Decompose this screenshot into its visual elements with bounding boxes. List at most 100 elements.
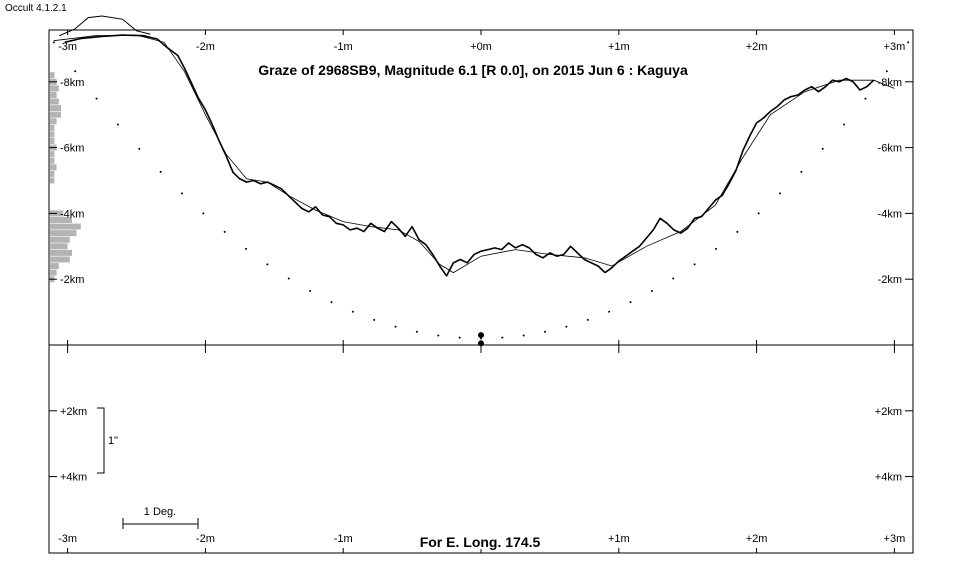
version-annotation-curve <box>59 15 151 37</box>
x-axis-middle <box>67 340 895 353</box>
limit-dot <box>757 212 760 215</box>
histogram-bar <box>50 269 57 276</box>
x-tick-label: -3m <box>58 533 77 545</box>
histogram-bar <box>50 118 57 125</box>
histogram-bar <box>50 230 77 237</box>
histogram-bar <box>50 111 61 118</box>
limit-dot <box>351 310 354 313</box>
limit-dot <box>800 170 803 173</box>
limit-dot <box>330 301 333 304</box>
y-tick-label: +2km <box>60 406 87 418</box>
limit-dot <box>202 212 205 215</box>
limit-dot <box>522 334 525 337</box>
y-tick-label: -8km <box>60 77 84 89</box>
y-tick-label: -6km <box>878 143 902 155</box>
northern-limit-dots <box>52 41 910 340</box>
y-axis-lower: +2km +2km +4km +4km <box>49 406 913 484</box>
limit-dot <box>885 70 888 73</box>
limit-dot <box>437 334 440 337</box>
observer-marker <box>478 332 484 339</box>
x-tick-label: -2m <box>196 533 215 545</box>
plot-frame <box>48 29 914 554</box>
limit-dot <box>415 330 418 333</box>
limit-dot <box>501 336 504 339</box>
histogram-bar <box>50 138 55 145</box>
histogram-bar <box>50 170 55 177</box>
histogram-bar <box>50 124 55 131</box>
limb-histogram <box>50 72 81 283</box>
y-tick-label: -6km <box>60 143 84 155</box>
limit-dot <box>373 318 376 321</box>
limit-dot <box>309 290 312 293</box>
x-tick-label: +3m <box>884 533 906 545</box>
limit-dot <box>779 192 782 195</box>
x-tick-label: -2m <box>196 41 215 53</box>
limit-dot <box>693 263 696 266</box>
app-version-label: Occult 4.1.2.1 <box>5 3 67 14</box>
y-tick-label: -2km <box>878 274 902 286</box>
histogram-bar <box>50 105 61 112</box>
limit-dot <box>629 301 632 304</box>
arcsec-scale-label: 1" <box>108 435 118 447</box>
histogram-bar <box>50 157 55 164</box>
histogram-bar <box>50 223 81 230</box>
limit-dot <box>245 247 248 250</box>
degree-scale-label: 1 Deg. <box>144 506 176 518</box>
limit-dot <box>138 147 141 150</box>
chart-title: Graze of 2968SB9, Magnitude 6.1 [R 0.0],… <box>258 62 688 78</box>
histogram-bar <box>50 131 55 138</box>
y-tick-label: -8km <box>878 77 902 89</box>
mean-limb-profile-line <box>53 34 895 274</box>
limit-dot <box>458 336 461 339</box>
histogram-bar <box>50 249 72 256</box>
limit-dot <box>95 97 98 100</box>
y-tick-label: +4km <box>875 472 902 484</box>
x-axis-top: -3m -2m -1m +0m +1m +2m +3m <box>58 30 905 53</box>
x-tick-label: +1m <box>608 533 630 545</box>
x-tick-label: +3m <box>884 41 906 53</box>
limit-dot <box>736 230 739 233</box>
y-tick-label: +4km <box>60 472 87 484</box>
x-tick-label: +2m <box>746 533 768 545</box>
limit-dot <box>159 170 162 173</box>
limit-dot <box>180 192 183 195</box>
x-tick-label: -1m <box>334 41 353 53</box>
limit-dot <box>74 70 77 73</box>
y-tick-label: -4km <box>878 208 902 220</box>
limit-dot <box>821 147 824 150</box>
x-tick-label: -3m <box>58 41 77 53</box>
histogram-bar <box>50 263 59 270</box>
histogram-bar <box>50 216 72 223</box>
histogram-bar <box>50 151 55 158</box>
y-tick-label: +2km <box>875 406 902 418</box>
limit-dot <box>843 123 846 126</box>
limit-dot <box>394 325 397 328</box>
limit-dot <box>586 318 589 321</box>
limit-dot <box>672 277 675 280</box>
limit-dot <box>287 277 290 280</box>
histogram-bar <box>50 164 57 171</box>
histogram-bar <box>50 177 55 184</box>
arcsec-scale-bar <box>97 407 105 474</box>
limit-dot <box>650 290 653 293</box>
limit-dot <box>52 41 55 44</box>
x-tick-label: +2m <box>746 41 768 53</box>
x-tick-label: +1m <box>608 41 630 53</box>
histogram-bar <box>50 72 55 79</box>
x-tick-label: -1m <box>334 533 353 545</box>
limit-dot <box>544 330 547 333</box>
limit-dot <box>266 263 269 266</box>
limit-dot <box>608 310 611 313</box>
y-axis-upper: -2km -2km -4km -4km -6km -6km -8km -8km <box>49 77 913 286</box>
limit-dot <box>907 41 910 44</box>
degree-scale-bar <box>122 518 199 529</box>
footer-background <box>417 532 545 549</box>
y-tick-label: -4km <box>60 208 84 220</box>
limit-dot <box>565 325 568 328</box>
histogram-bar <box>50 85 59 92</box>
y-tick-label: -2km <box>60 274 84 286</box>
x-tick-label: +0m <box>470 41 492 53</box>
limit-dot <box>223 230 226 233</box>
histogram-bar <box>50 256 70 263</box>
